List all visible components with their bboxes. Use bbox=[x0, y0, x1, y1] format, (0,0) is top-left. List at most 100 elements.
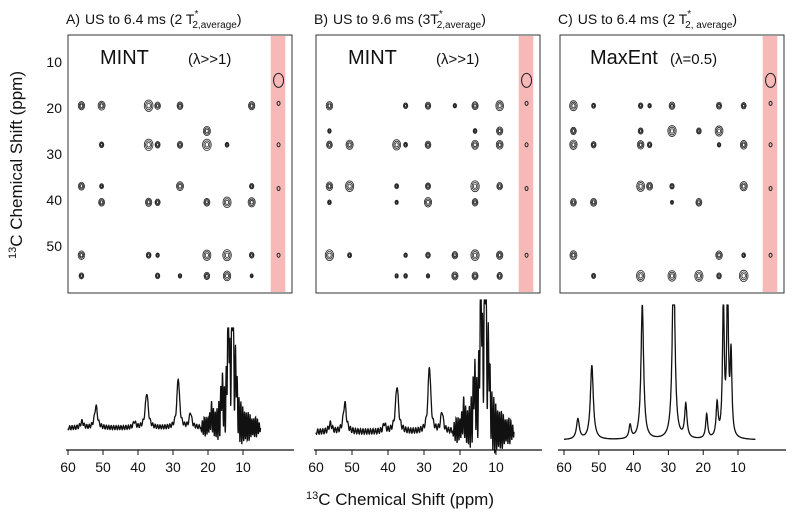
contour bbox=[403, 102, 409, 109]
contour bbox=[202, 138, 212, 151]
contour bbox=[222, 270, 232, 282]
contour bbox=[472, 199, 478, 206]
contour bbox=[670, 200, 674, 205]
param-label: (λ=0.5) bbox=[670, 51, 717, 68]
contour bbox=[638, 128, 643, 134]
contour bbox=[591, 273, 596, 279]
contour bbox=[205, 274, 209, 278]
contour bbox=[669, 128, 675, 134]
contour bbox=[425, 183, 431, 189]
contour bbox=[424, 140, 432, 149]
y-tick-label: 50 bbox=[46, 238, 62, 254]
contour bbox=[78, 102, 85, 109]
contour bbox=[327, 103, 332, 108]
contour bbox=[424, 101, 432, 110]
contour bbox=[394, 199, 399, 205]
contour bbox=[202, 125, 211, 137]
contour bbox=[155, 273, 160, 279]
contour bbox=[98, 198, 105, 207]
contour bbox=[740, 271, 748, 281]
contour bbox=[276, 186, 281, 191]
contour bbox=[249, 200, 254, 205]
contour bbox=[326, 250, 333, 260]
panel-box bbox=[559, 34, 785, 294]
contour bbox=[590, 197, 598, 207]
x-tick-label: 40 bbox=[626, 459, 642, 475]
contour bbox=[247, 197, 256, 208]
contour bbox=[697, 129, 701, 133]
contour bbox=[327, 252, 332, 258]
contour bbox=[426, 142, 430, 147]
panel-title: C) US to 6.4 ms (2 T* 2, average) bbox=[558, 9, 737, 31]
panel-title-text: US to 6.4 ms (2 T bbox=[578, 11, 688, 27]
panel-title-sub: 2, average bbox=[685, 20, 733, 31]
contour bbox=[395, 201, 398, 204]
contour bbox=[471, 181, 479, 191]
contour bbox=[717, 142, 721, 147]
x-axis-label: 13C Chemical Shift (ppm) bbox=[306, 490, 494, 509]
contour bbox=[146, 142, 151, 148]
contour bbox=[472, 141, 478, 149]
panel-title-sub: 2,average bbox=[437, 20, 482, 31]
contour bbox=[425, 251, 431, 259]
contour bbox=[472, 128, 478, 134]
contour bbox=[717, 128, 722, 134]
contour bbox=[145, 140, 153, 150]
contour bbox=[717, 274, 721, 278]
x-tick-label: 10 bbox=[730, 459, 746, 475]
x-tick-label: 50 bbox=[95, 459, 111, 475]
method-label: MINT bbox=[100, 47, 149, 69]
contour bbox=[638, 102, 644, 109]
panel-title-sup: * bbox=[687, 9, 691, 20]
y-tick-label: 40 bbox=[46, 192, 62, 208]
contour bbox=[473, 129, 477, 133]
contour bbox=[498, 253, 502, 258]
contour bbox=[670, 199, 674, 205]
contour bbox=[403, 141, 408, 148]
contour bbox=[177, 273, 183, 279]
contour bbox=[100, 184, 103, 188]
x-tick-label: 60 bbox=[556, 459, 572, 475]
contour bbox=[426, 184, 430, 188]
contour bbox=[99, 199, 105, 206]
x-tick-label: 60 bbox=[60, 459, 76, 475]
contour bbox=[569, 250, 578, 261]
contour bbox=[497, 183, 503, 190]
contour bbox=[327, 184, 332, 189]
contour bbox=[394, 142, 399, 148]
contour bbox=[204, 199, 210, 206]
contour bbox=[669, 102, 675, 109]
contour bbox=[425, 273, 431, 279]
param-label: (λ>>1) bbox=[436, 51, 479, 68]
contour bbox=[177, 102, 183, 109]
contour bbox=[668, 101, 676, 110]
contour bbox=[591, 272, 597, 279]
contour bbox=[472, 183, 478, 189]
y-axis-isotope: 13 bbox=[7, 247, 19, 259]
contour bbox=[695, 198, 703, 207]
contour bbox=[452, 252, 458, 259]
contour bbox=[524, 100, 529, 106]
contour bbox=[473, 128, 477, 134]
contour bbox=[250, 274, 254, 278]
spectrum bbox=[67, 327, 262, 445]
contour bbox=[77, 101, 86, 111]
contour bbox=[327, 199, 332, 206]
contour bbox=[716, 142, 722, 148]
contour bbox=[740, 102, 747, 110]
contour bbox=[453, 253, 457, 258]
contour bbox=[222, 196, 232, 208]
panel-box bbox=[315, 34, 541, 294]
contour bbox=[667, 125, 677, 137]
contour bbox=[697, 200, 701, 205]
x-tick-label: 40 bbox=[380, 459, 396, 475]
contour bbox=[472, 252, 478, 258]
contour bbox=[425, 141, 431, 148]
contour bbox=[224, 141, 230, 148]
contour bbox=[250, 103, 254, 108]
contour bbox=[741, 252, 746, 259]
contour bbox=[79, 273, 84, 279]
contour bbox=[638, 103, 643, 109]
panel-title-text: US to 6.4 ms (2 T bbox=[85, 11, 195, 27]
contour bbox=[146, 200, 151, 205]
